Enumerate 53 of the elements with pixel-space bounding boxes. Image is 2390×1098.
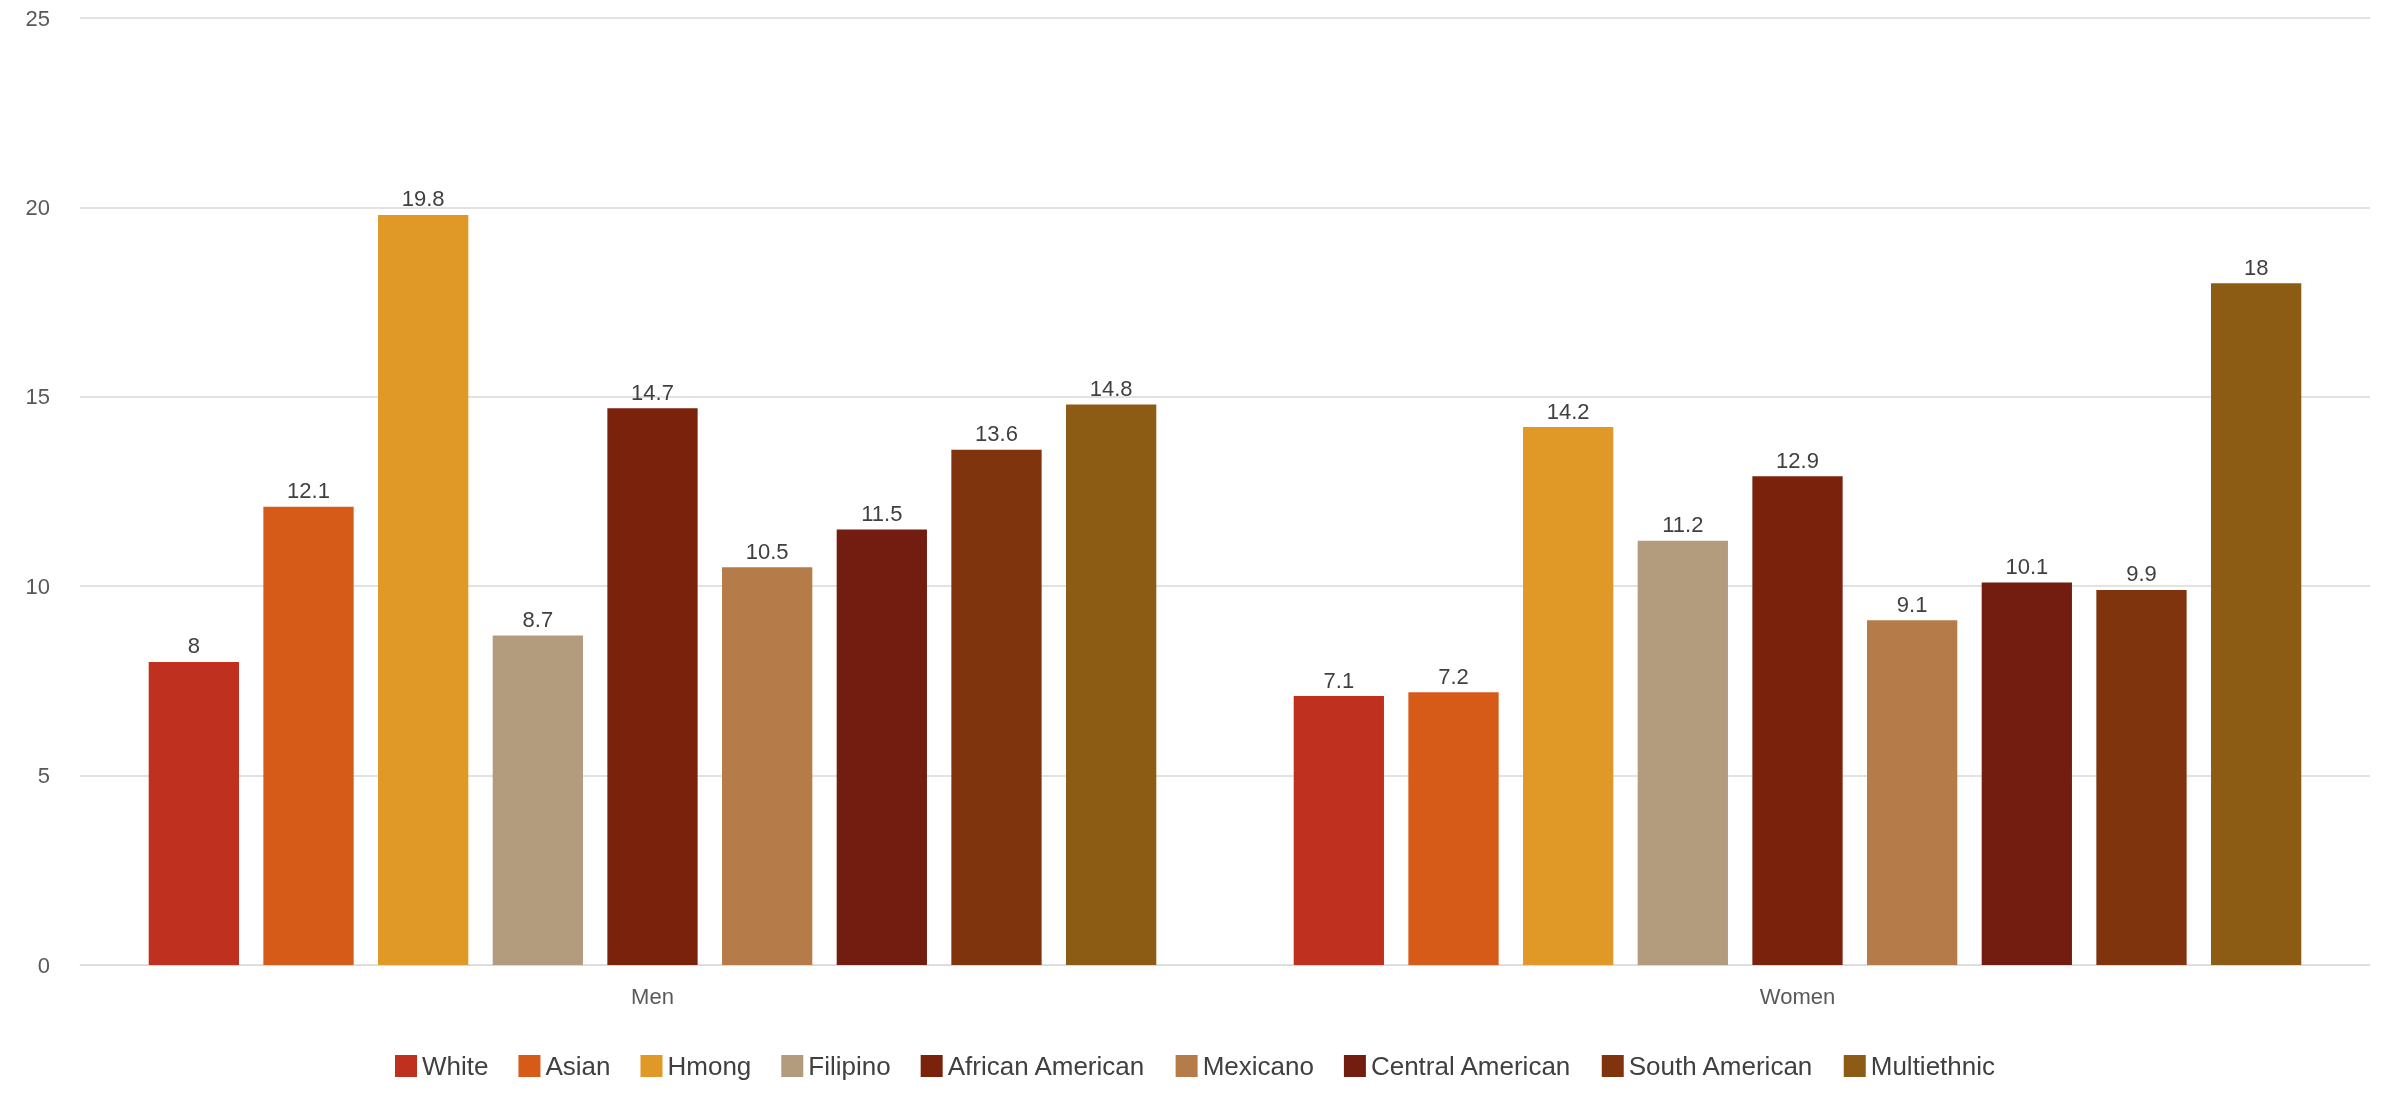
bar bbox=[1293, 696, 1384, 965]
bar bbox=[951, 449, 1042, 965]
bar bbox=[1066, 404, 1157, 965]
bar bbox=[1523, 427, 1614, 965]
data-label: 8 bbox=[187, 633, 200, 659]
data-label: 7.2 bbox=[1438, 663, 1469, 689]
legend-label: South American bbox=[1628, 1051, 1813, 1081]
legend-label: Central American bbox=[1370, 1051, 1571, 1081]
y-tick-label: 20 bbox=[25, 194, 50, 220]
data-label: 14.2 bbox=[1546, 398, 1590, 424]
data-label: 14.7 bbox=[631, 379, 674, 405]
bar bbox=[836, 529, 927, 965]
bar bbox=[1867, 620, 1958, 965]
bar bbox=[148, 661, 239, 965]
bar bbox=[1637, 540, 1728, 965]
bar bbox=[1408, 692, 1499, 965]
data-label: 12.1 bbox=[287, 478, 330, 504]
data-label: 12.9 bbox=[1776, 447, 1819, 473]
y-tick-label: 15 bbox=[25, 384, 50, 410]
x-tick-label: Women bbox=[1759, 983, 1836, 1009]
bar bbox=[2096, 589, 2187, 965]
bar bbox=[492, 635, 583, 965]
legend-label: Asian bbox=[545, 1051, 611, 1081]
data-label: 10.5 bbox=[745, 538, 789, 564]
data-label: 11.5 bbox=[861, 500, 903, 526]
legend-label: Filipino bbox=[808, 1051, 891, 1081]
y-tick-label: 0 bbox=[37, 952, 50, 978]
bar bbox=[378, 214, 469, 965]
data-label: 8.7 bbox=[522, 606, 554, 632]
legend-label: Mexicano bbox=[1202, 1051, 1314, 1081]
data-label: 19.8 bbox=[401, 186, 445, 212]
legend-label: White bbox=[421, 1051, 489, 1081]
bar bbox=[1752, 476, 1843, 965]
data-label: 10.1 bbox=[2005, 553, 2049, 579]
bar bbox=[2211, 283, 2302, 965]
bar bbox=[1981, 582, 2072, 965]
data-label: 13.6 bbox=[975, 421, 1018, 447]
bar bbox=[263, 506, 354, 965]
bar bbox=[607, 408, 698, 965]
bar bbox=[722, 567, 813, 965]
y-tick-label: 10 bbox=[25, 573, 50, 599]
legend-label: African American bbox=[947, 1051, 1145, 1081]
legend-label: Hmong bbox=[667, 1051, 752, 1081]
data-label: 11.2 bbox=[1662, 512, 1704, 538]
y-tick-label: 5 bbox=[37, 763, 50, 789]
data-label: 9.1 bbox=[1896, 591, 1928, 617]
x-tick-label: Men bbox=[631, 983, 674, 1009]
data-label: 7.1 bbox=[1323, 667, 1355, 693]
data-label: 14.8 bbox=[1089, 375, 1133, 401]
data-label: 9.9 bbox=[2126, 561, 2157, 587]
legend-label: Multiethnic bbox=[1870, 1051, 1996, 1081]
y-tick-label: 25 bbox=[25, 5, 50, 31]
data-label: 18 bbox=[2243, 254, 2269, 280]
